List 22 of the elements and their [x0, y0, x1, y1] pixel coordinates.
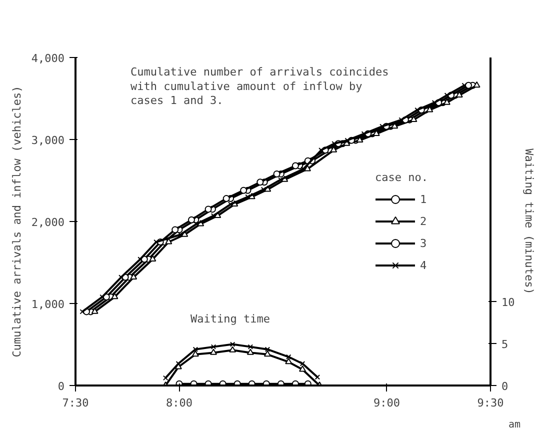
legend-label: 1 [420, 192, 428, 206]
annotation: Waiting time [190, 312, 270, 326]
x-tick-label: 9:30 [477, 396, 504, 410]
x-tick-label: 8:00 [166, 396, 193, 410]
x-tick-label: 7:30 [62, 396, 89, 410]
y-tick-label: 2,000 [31, 216, 65, 229]
legend-title: case no. [375, 171, 429, 184]
y-tick-label: 3,000 [31, 134, 65, 147]
legend-label: 2 [420, 214, 428, 228]
y-axis-title: Cumulative arrivals and inflow (vehicles) [10, 86, 24, 358]
annotation: Cumulative number of arrivals coincides with cumulative amount of inflow by cases 1 and 3. [130, 66, 389, 108]
x-tick-label: 9:00 [374, 396, 400, 410]
y-tick-label: 0 [58, 380, 64, 393]
text: am [508, 420, 521, 430]
y2-tick-label: 10 [502, 296, 515, 309]
y2-tick-label: 0 [502, 380, 508, 393]
legend-label: 3 [420, 236, 428, 250]
y2-axis-title: Waiting time (minutes) [522, 148, 536, 294]
legend-label: 4 [420, 258, 428, 272]
y-tick-label: 1,000 [31, 298, 65, 311]
y-tick-label: 4,000 [31, 52, 65, 65]
y2-tick-label: 5 [502, 338, 508, 351]
